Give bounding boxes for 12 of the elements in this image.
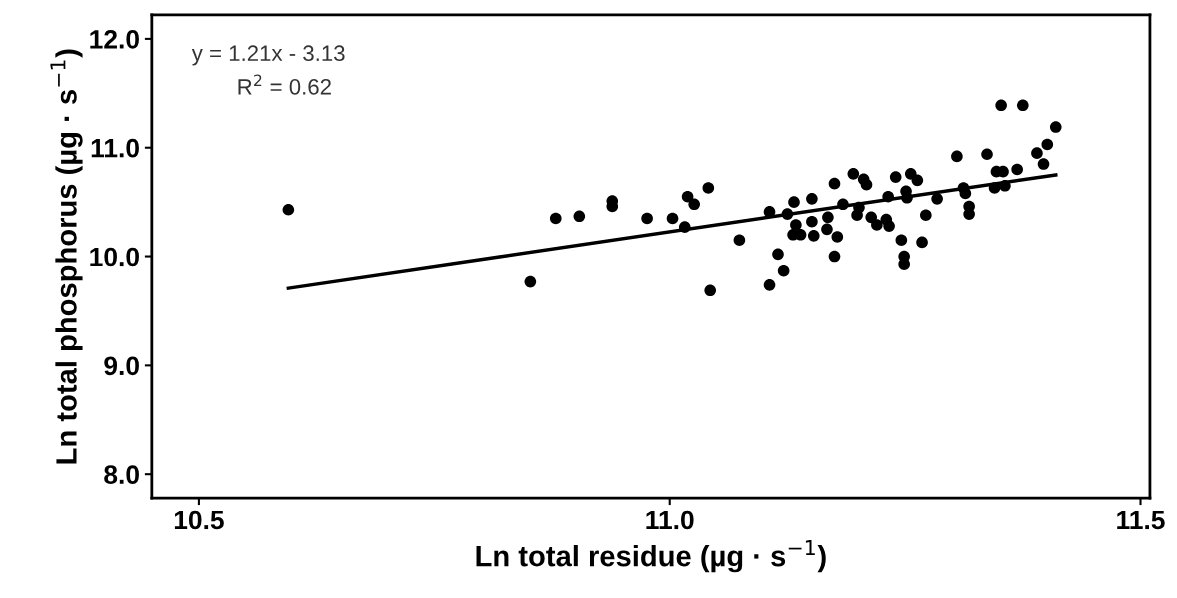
x-tick-label: 10.5 <box>174 510 224 530</box>
x-tick-label: 11.0 <box>646 510 694 530</box>
annotation: y = 1.21x - 3.13 <box>191 45 345 66</box>
y-axis-title: Ln total phosphorus (µg · s$^{−1}$) <box>50 49 83 464</box>
annotation: R$^{2}$ = 0.62 <box>238 74 331 95</box>
y-tick-label: 10.0 <box>90 247 139 267</box>
y-tick-label: 8.0 <box>104 465 139 485</box>
y-tick-label: 11.0 <box>91 138 139 158</box>
y-tick-label: 12.0 <box>90 30 139 49</box>
y-tick-label: 9.0 <box>104 356 139 376</box>
x-tick-label: 11.5 <box>1117 510 1165 530</box>
x-axis-title: Ln total residue (µg · s$^{−1}$) <box>476 540 826 573</box>
